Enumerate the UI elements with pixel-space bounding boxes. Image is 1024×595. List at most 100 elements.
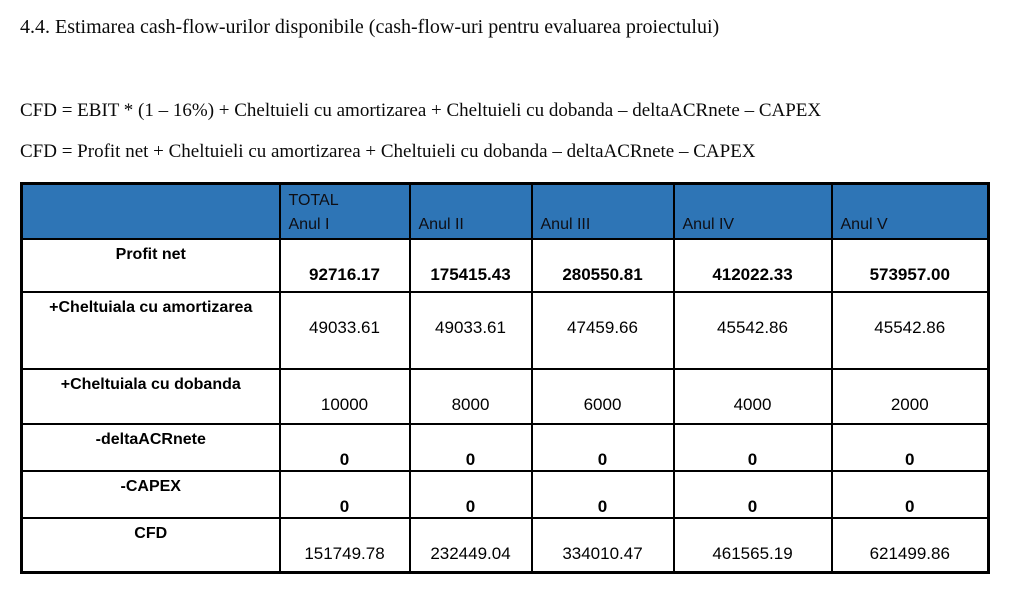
header-label: Anul IV (682, 216, 735, 233)
cell-value: 0 (339, 496, 350, 516)
row-label: +Cheltuiala cu dobanda (60, 375, 241, 393)
row-label: Profit net (115, 245, 186, 263)
value-cell: 92716.17 (278, 237, 411, 293)
table-row-dobanda: +Cheltuiala cu dobanda 10000 8000 6000 4… (20, 367, 990, 425)
value-cell: 0 (278, 469, 411, 519)
header-cell-anul-1: TOTAL Anul I (278, 182, 411, 240)
header-cell-anul-3: Anul III (530, 182, 675, 240)
cell-value: 334010.47 (562, 543, 643, 563)
value-cell: 45542.86 (672, 290, 833, 370)
header-label (541, 189, 672, 213)
value-cell: 175415.43 (408, 237, 533, 293)
row-label-cell: Profit net (20, 237, 281, 293)
value-cell: 0 (530, 469, 675, 519)
value-cell: 0 (830, 422, 990, 472)
cell-value: 0 (465, 449, 476, 469)
header-label (683, 189, 830, 213)
cell-value: 412022.33 (712, 264, 793, 284)
value-cell: 49033.61 (278, 290, 411, 370)
cell-value: 0 (597, 449, 608, 469)
cell-value: 621499.86 (869, 543, 950, 563)
cell-value: 0 (747, 449, 758, 469)
header-label: TOTAL (288, 192, 339, 209)
cell-value: 47459.66 (567, 317, 638, 337)
value-cell: 0 (278, 422, 411, 472)
value-cell: 10000 (278, 367, 411, 425)
table-row-cfd: CFD 151749.78 232449.04 334010.47 461565… (20, 516, 990, 574)
cell-value: 0 (747, 496, 758, 516)
table-row-deltaacrnete: -deltaACRnete 0 0 0 0 0 (20, 422, 990, 472)
row-label-cell: -CAPEX (20, 469, 281, 519)
row-label: +Cheltuiala cu amortizarea (49, 298, 253, 316)
cell-value: 461565.19 (712, 543, 793, 563)
cell-value: 280550.81 (562, 264, 643, 284)
header-cell-anul-5: Anul V (830, 182, 990, 240)
value-cell: 47459.66 (530, 290, 675, 370)
value-cell: 232449.04 (408, 516, 533, 574)
value-cell: 0 (408, 422, 533, 472)
cell-value: 573957.00 (869, 264, 950, 284)
row-label: -deltaACRnete (95, 430, 206, 448)
value-cell: 573957.00 (830, 237, 990, 293)
cell-value: 151749.78 (304, 543, 385, 563)
value-cell: 334010.47 (530, 516, 675, 574)
row-label-cell: CFD (20, 516, 281, 574)
cell-value: 45542.86 (717, 317, 788, 337)
value-cell: 0 (408, 469, 533, 519)
cashflow-table: TOTAL Anul I Anul II Anul III Anul IV (20, 182, 990, 574)
value-cell: 49033.61 (408, 290, 533, 370)
value-cell: 4000 (672, 367, 833, 425)
formula-line-ebit: CFD = EBIT * (1 – 16%) + Cheltuieli cu a… (20, 100, 822, 121)
cell-value: 4000 (733, 394, 772, 414)
header-empty-cell (20, 182, 281, 240)
value-cell: 8000 (408, 367, 533, 425)
cell-value: 49033.61 (435, 317, 506, 337)
value-cell: 2000 (830, 367, 990, 425)
cell-value: 0 (597, 496, 608, 516)
cell-value: 92716.17 (309, 264, 380, 284)
cell-value: 10000 (320, 394, 369, 414)
value-cell: 412022.33 (672, 237, 833, 293)
header-label (419, 189, 530, 213)
cell-value: 0 (905, 449, 915, 469)
header-label: Anul V (840, 216, 888, 233)
header-cell-anul-4: Anul IV (672, 182, 833, 240)
cell-value: 2000 (890, 394, 929, 414)
row-label: -CAPEX (120, 477, 181, 495)
header-label: Anul III (540, 216, 591, 233)
header-label (31, 189, 278, 213)
row-label-cell: +Cheltuiala cu amortizarea (20, 290, 281, 370)
page-title: 4.4. Estimarea cash-flow-urilor disponib… (20, 16, 720, 38)
cell-value: 0 (339, 449, 350, 469)
cell-value: 49033.61 (309, 317, 380, 337)
value-cell: 151749.78 (278, 516, 411, 574)
row-label-cell: -deltaACRnete (20, 422, 281, 472)
header-label (841, 189, 987, 213)
formula-line-profit-net: CFD = Profit net + Cheltuieli cu amortiz… (20, 141, 756, 162)
cell-value: 8000 (451, 394, 490, 414)
row-label: CFD (134, 524, 168, 542)
cell-value: 6000 (583, 394, 622, 414)
value-cell: 0 (672, 422, 833, 472)
cell-value: 0 (905, 496, 915, 516)
table-row-profit-net: Profit net 92716.17 175415.43 280550.81 … (20, 237, 990, 293)
header-label: Anul II (418, 216, 464, 233)
row-label-cell: +Cheltuiala cu dobanda (20, 367, 281, 425)
document-page: 4.4. Estimarea cash-flow-urilor disponib… (20, 16, 1006, 574)
cell-value: 232449.04 (430, 543, 511, 563)
cell-value: 175415.43 (430, 264, 511, 284)
table-row-amortizare: +Cheltuiala cu amortizarea 49033.61 4903… (20, 290, 990, 370)
value-cell: 0 (672, 469, 833, 519)
value-cell: 0 (530, 422, 675, 472)
value-cell: 0 (830, 469, 990, 519)
value-cell: 6000 (530, 367, 675, 425)
header-label: Anul I (288, 216, 330, 233)
cell-value: 0 (465, 496, 476, 516)
value-cell: 621499.86 (830, 516, 990, 574)
header-cell-anul-2: Anul II (408, 182, 533, 240)
cell-value: 45542.86 (874, 317, 946, 337)
value-cell: 461565.19 (672, 516, 833, 574)
value-cell: 280550.81 (530, 237, 675, 293)
table-header-row: TOTAL Anul I Anul II Anul III Anul IV (20, 182, 990, 240)
formula-block: CFD = EBIT * (1 – 16%) + Cheltuieli cu a… (20, 100, 1006, 163)
